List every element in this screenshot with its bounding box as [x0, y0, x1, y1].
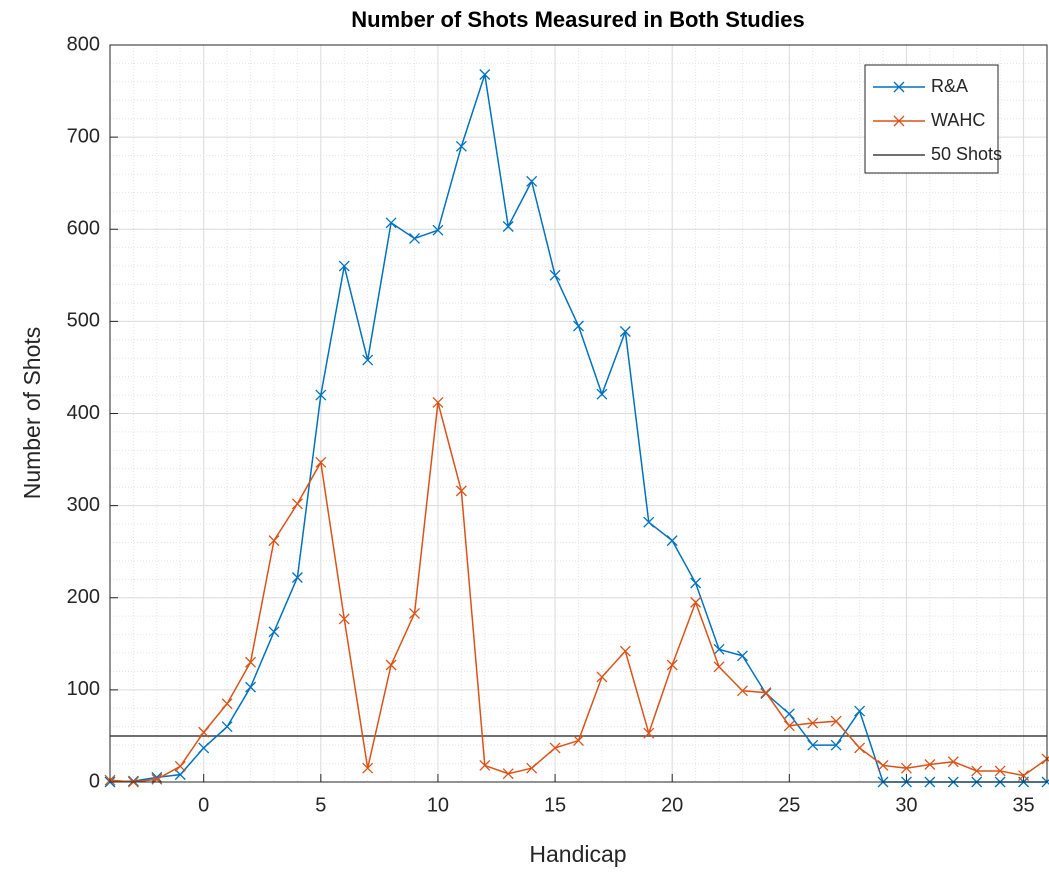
legend-label: WAHC	[931, 110, 985, 130]
y-tick-label: 300	[67, 494, 100, 516]
marker	[198, 726, 210, 738]
marker	[385, 659, 397, 671]
marker	[362, 354, 374, 366]
marker	[1018, 770, 1030, 782]
marker	[596, 388, 608, 400]
marker	[830, 715, 842, 727]
marker	[549, 269, 561, 281]
y-tick-label: 500	[67, 310, 100, 332]
marker	[409, 233, 420, 244]
marker	[432, 224, 444, 236]
y-tick-label: 100	[67, 678, 100, 700]
legend-label: R&A	[931, 76, 968, 96]
marker	[971, 765, 983, 777]
marker	[666, 535, 678, 547]
marker	[245, 656, 257, 668]
x-tick-label: 0	[198, 794, 209, 816]
x-tick-label: 30	[895, 794, 917, 816]
legend-marker	[893, 115, 905, 127]
marker	[151, 771, 163, 783]
x-tick-label: 15	[544, 794, 566, 816]
axes-box	[109, 44, 1048, 783]
y-tick-label: 400	[67, 402, 100, 424]
y-tick-label: 800	[67, 33, 100, 55]
x-axis-label: Handicap	[529, 841, 626, 867]
marker	[854, 742, 866, 754]
marker	[690, 577, 702, 589]
y-tick-label: 200	[67, 586, 100, 608]
y-axis-label: Number of Shots	[19, 327, 45, 500]
marker	[526, 762, 538, 774]
marker	[409, 607, 420, 619]
legend: R&A WAHC 50 Shots	[864, 64, 1002, 174]
marker	[690, 596, 702, 608]
marker	[783, 708, 795, 720]
marker	[385, 217, 397, 229]
marker	[573, 735, 584, 747]
marker	[315, 389, 327, 401]
marker	[713, 643, 725, 655]
marker	[338, 260, 350, 272]
marker	[198, 742, 210, 754]
marker	[291, 572, 303, 583]
marker	[900, 762, 912, 774]
legend-label: 50 Shots	[931, 144, 1002, 164]
marker	[455, 140, 467, 152]
x-tick-label: 20	[661, 794, 683, 816]
marker	[479, 69, 491, 80]
marker	[737, 685, 748, 697]
marker	[830, 739, 842, 751]
x-tick-label: 5	[315, 794, 326, 816]
marker	[854, 705, 866, 717]
marker	[760, 687, 772, 699]
marker	[619, 326, 631, 337]
marker	[315, 456, 327, 468]
marker	[338, 613, 350, 625]
marker	[947, 756, 959, 768]
marker	[221, 721, 233, 733]
marker	[807, 717, 819, 729]
marker	[221, 698, 233, 710]
marker	[994, 765, 1006, 777]
marker	[737, 650, 748, 662]
x-tick-label: 35	[1012, 794, 1034, 816]
marker	[596, 671, 608, 683]
marker	[807, 739, 819, 751]
marker	[362, 762, 374, 774]
marker	[268, 535, 280, 547]
y-tick-label: 700	[67, 125, 100, 147]
marker	[174, 760, 186, 772]
marker	[432, 396, 444, 408]
legend-marker	[893, 81, 905, 93]
marker	[549, 742, 561, 754]
marker	[783, 720, 795, 732]
marker	[643, 727, 655, 739]
marker	[127, 775, 139, 787]
y-tick-label: 600	[67, 218, 100, 240]
marker	[877, 759, 889, 771]
marker	[455, 485, 467, 497]
chart-title: Number of Shots Measured in Both Studies	[351, 7, 804, 32]
marker	[573, 320, 584, 332]
marker	[924, 759, 936, 770]
marker	[713, 661, 725, 673]
marker	[245, 681, 257, 693]
marker	[268, 626, 280, 638]
y-tick-label: 0	[89, 770, 100, 792]
marker	[643, 516, 655, 528]
marker	[526, 175, 538, 187]
x-tick-label: 25	[778, 794, 800, 816]
marker	[502, 221, 514, 232]
marker	[174, 769, 186, 781]
marker	[666, 659, 678, 671]
marker	[502, 768, 514, 780]
marker	[291, 498, 303, 510]
marker	[479, 759, 491, 771]
marker	[619, 645, 631, 657]
x-tick-label: 10	[427, 794, 449, 816]
marker	[151, 773, 163, 785]
